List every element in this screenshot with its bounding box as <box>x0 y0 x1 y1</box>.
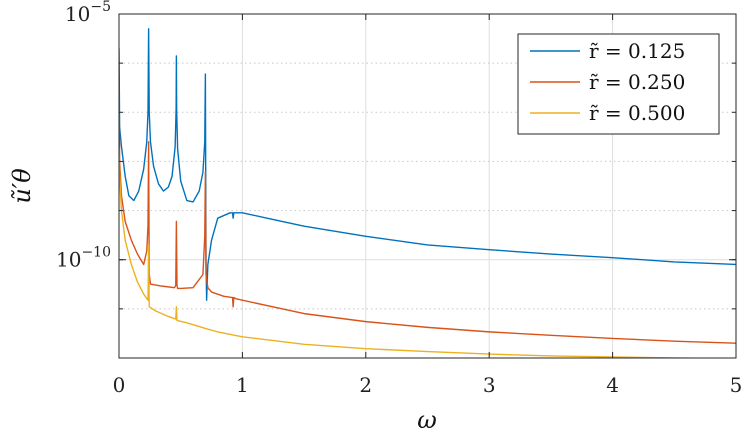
y-tick-label: 10−10 <box>56 245 111 272</box>
x-tick-labels: 0 1 2 3 4 5 <box>113 373 743 397</box>
series-group <box>119 28 736 358</box>
series-line-1 <box>119 28 736 301</box>
series-line-2 <box>119 74 736 344</box>
legend-label-2: r̃ = 0.250 <box>589 70 685 94</box>
x-tick-label: 4 <box>606 373 619 397</box>
x-tick-label: 5 <box>730 373 743 397</box>
legend-label-3: r̃ = 0.500 <box>589 101 685 125</box>
axis-ticks <box>118 13 737 359</box>
x-axis-label: ω <box>417 406 437 434</box>
y-tick-label-base: 10 <box>56 248 81 272</box>
x-tick-label: 3 <box>483 373 496 397</box>
x-tick-label: 2 <box>359 373 372 397</box>
y-axis-label: ũ′θ <box>8 168 36 204</box>
y-tick-label: 10−5 <box>65 0 111 26</box>
series-line-3 <box>119 146 736 358</box>
plot-frame <box>118 13 737 359</box>
legend-label-1: r̃ = 0.125 <box>589 39 685 63</box>
y-tick-label-exponent: −10 <box>81 245 111 261</box>
y-tick-label-exponent: −5 <box>90 0 111 15</box>
x-tick-label: 0 <box>113 373 126 397</box>
x-tick-label: 1 <box>236 373 249 397</box>
y-tick-label-base: 10 <box>65 2 90 26</box>
legend: r̃ = 0.125 r̃ = 0.250 r̃ = 0.500 <box>517 33 720 135</box>
